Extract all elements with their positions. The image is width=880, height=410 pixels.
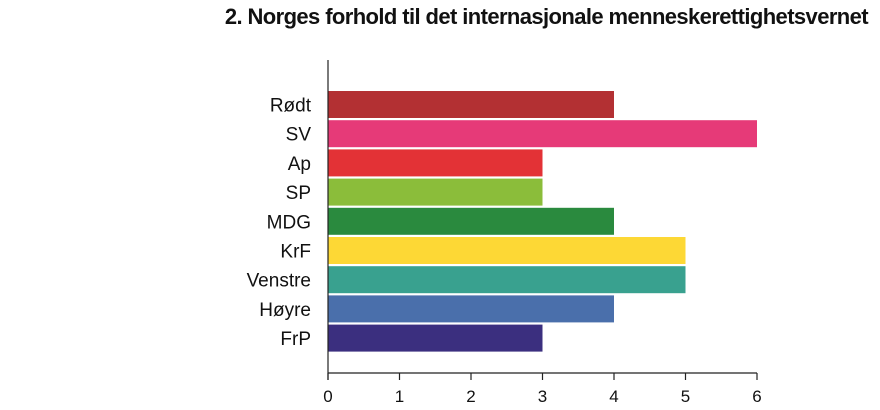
- x-tick-label: 2: [466, 387, 475, 406]
- x-tick-label: 1: [395, 387, 404, 406]
- bar-sv: [328, 120, 757, 148]
- bar-sp: [328, 178, 543, 206]
- category-label: SV: [286, 125, 312, 146]
- category-label: FrP: [280, 329, 311, 350]
- chart-title: 2. Norges forhold til det internasjonale…: [224, 4, 869, 29]
- category-label: Rødt: [270, 96, 312, 117]
- bar-h-yre: [328, 295, 614, 323]
- x-axis-ticks: 0 1 2 3 4 5 6: [323, 373, 762, 406]
- bar-venstre: [328, 266, 686, 294]
- category-label: KrF: [280, 242, 311, 263]
- bars-group: [328, 91, 757, 352]
- bar-frp: [328, 324, 543, 352]
- category-label: SP: [286, 183, 311, 204]
- x-tick-label: 6: [752, 387, 761, 406]
- bar-krf: [328, 237, 686, 264]
- bar-ap: [328, 149, 543, 177]
- category-label: MDG: [267, 212, 311, 233]
- bar-r-dt: [328, 91, 614, 118]
- x-tick-label: 5: [681, 387, 690, 406]
- x-tick-label: 4: [609, 387, 618, 406]
- category-labels: Rødt SV Ap SP MDG KrF Venstre Høyre FrP: [247, 96, 312, 351]
- bar-mdg: [328, 207, 614, 235]
- category-label: Høyre: [259, 300, 311, 321]
- x-tick-label: 0: [323, 387, 332, 406]
- category-label: Ap: [288, 154, 311, 175]
- x-tick-label: 3: [538, 387, 547, 406]
- category-label: Venstre: [247, 271, 311, 292]
